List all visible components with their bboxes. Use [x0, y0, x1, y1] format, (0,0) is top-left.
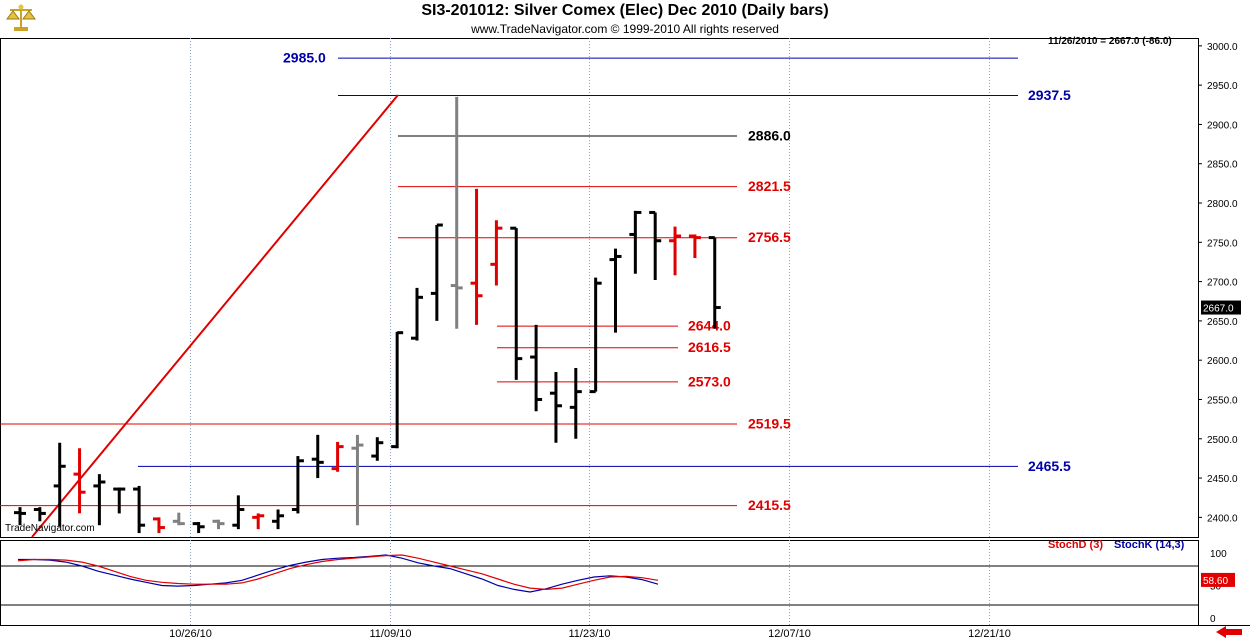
level-label: 2821.5	[748, 178, 791, 194]
x-tick-label: 12/21/10	[968, 628, 1011, 640]
x-tick-label: 11/09/10	[369, 628, 411, 640]
ohlc-bar	[331, 441, 344, 472]
grid-lines	[190, 38, 990, 625]
price-pane-border	[0, 38, 1199, 538]
ohlc-bar	[649, 210, 662, 281]
chart-subtitle: www.TradeNavigator.com © 1999-2010 All r…	[471, 22, 779, 36]
y-tick-label: 2650.0	[1207, 317, 1238, 328]
ohlc-bar	[708, 236, 721, 329]
ohlc-bar	[430, 223, 443, 321]
ohlc-bar	[391, 331, 404, 449]
level-label: 2886.0	[748, 127, 791, 143]
ohlc-bar	[152, 517, 165, 534]
ohlc-bar	[569, 368, 582, 439]
ohlc-bar	[232, 495, 245, 530]
level-label: 2985.0	[283, 50, 326, 66]
level-label: 2937.5	[1028, 87, 1071, 103]
price-axis: 3000.0 2950.0 2900.0 2850.0 2800.0 2750.0 2700…	[1198, 42, 1241, 524]
watermark: TradeNavigator.com	[5, 523, 95, 534]
scroll-left-arrow-icon[interactable]	[1214, 625, 1244, 639]
chart-title: SI3-201012: Silver Comex (Elec) Dec 2010…	[421, 2, 829, 19]
y-tick-label: 2550.0	[1207, 395, 1238, 406]
stochd-legend: StochD (3)	[1048, 539, 1103, 551]
ohlc-bar	[291, 456, 304, 514]
stochastic-panel: 100 50 0 58.60 StochD (3) StochK (14,3)	[0, 539, 1235, 625]
y-tick-label: 3000.0	[1207, 42, 1238, 53]
indicator-tick-label: 50	[1210, 582, 1222, 593]
ohlc-bar	[33, 507, 46, 522]
scales-logo-icon	[4, 3, 38, 33]
x-tick-label: 10/26/10	[169, 628, 212, 640]
x-tick-label: 11/23/10	[568, 628, 610, 640]
stochk-legend: StochK (14,3)	[1114, 539, 1185, 551]
y-tick-label: 2450.0	[1207, 474, 1238, 485]
trend-line	[31, 94, 399, 538]
ohlc-bar	[192, 522, 205, 534]
ohlc-bar	[450, 96, 463, 329]
level-label: 2616.5	[688, 339, 731, 355]
ohlc-bar	[272, 509, 285, 530]
ohlc-bar	[311, 434, 324, 479]
stochk-line	[18, 554, 659, 593]
last-price-label: 2667.0	[1203, 304, 1234, 315]
ohlc-bar	[14, 507, 26, 526]
ohlc-bar	[172, 512, 185, 526]
stoch-last-box	[1201, 572, 1235, 587]
y-tick-label: 2700.0	[1207, 278, 1238, 289]
ohlc-bar	[470, 188, 483, 325]
level-label: 2519.5	[748, 415, 791, 431]
ohlc-bar	[53, 442, 66, 527]
y-tick-label: 2600.0	[1207, 356, 1238, 367]
ohlc-bar	[629, 210, 642, 274]
ohlc-bar	[133, 485, 146, 534]
level-label: 2415.5	[748, 497, 791, 513]
last-price-box	[1201, 300, 1241, 315]
ohlc-bar	[371, 437, 384, 461]
trend-line-group	[31, 94, 399, 538]
y-tick-label: 2500.0	[1207, 435, 1238, 446]
ohlc-bar	[549, 371, 562, 443]
x-tick-label: 12/07/10	[768, 628, 811, 640]
ohlc-bar	[73, 448, 86, 514]
ohlc-bar	[609, 248, 622, 333]
indicator-tick-label: 0	[1210, 614, 1216, 625]
y-tick-label: 2850.0	[1207, 160, 1238, 171]
ohlc-bar	[530, 324, 543, 412]
ohlc-bar	[93, 474, 106, 526]
price-readout: 11/26/2010 = 2667.0 (-86.0)	[1048, 36, 1172, 47]
level-label: 2573.0	[688, 373, 731, 389]
ohlc-bar	[589, 277, 602, 394]
date-axis: 10/26/10 11/09/10 11/23/10 12/07/10 12/21/10	[169, 628, 1011, 640]
level-label: 2644.0	[688, 318, 731, 334]
ohlc-bar	[669, 226, 682, 276]
y-tick-label: 2800.0	[1207, 199, 1238, 210]
stoch-last-label: 58.60	[1203, 576, 1228, 587]
y-tick-label: 2950.0	[1207, 81, 1238, 92]
indicator-tick-label: 100	[1210, 549, 1227, 560]
ohlc-bar	[688, 234, 701, 259]
ohlc-bar	[113, 487, 126, 514]
level-label: 2465.5	[1028, 458, 1071, 474]
stochd-line	[17, 554, 659, 591]
ohlc-bar	[212, 519, 225, 530]
y-tick-label: 2400.0	[1207, 513, 1238, 524]
price-bars	[14, 96, 721, 534]
ohlc-bar	[490, 220, 503, 286]
chart-frame	[0, 38, 1250, 626]
ohlc-bar	[351, 434, 364, 526]
y-tick-label: 2900.0	[1207, 120, 1238, 131]
level-lines: 2985.0 2937.5 2886.0 2821.5 2756.5 2644.0 2616…	[0, 50, 1071, 513]
level-label: 2756.5	[748, 229, 791, 245]
ohlc-bar	[411, 287, 423, 341]
ohlc-bar	[252, 513, 265, 530]
ohlc-bar	[510, 226, 523, 380]
y-tick-label: 2750.0	[1207, 238, 1238, 249]
